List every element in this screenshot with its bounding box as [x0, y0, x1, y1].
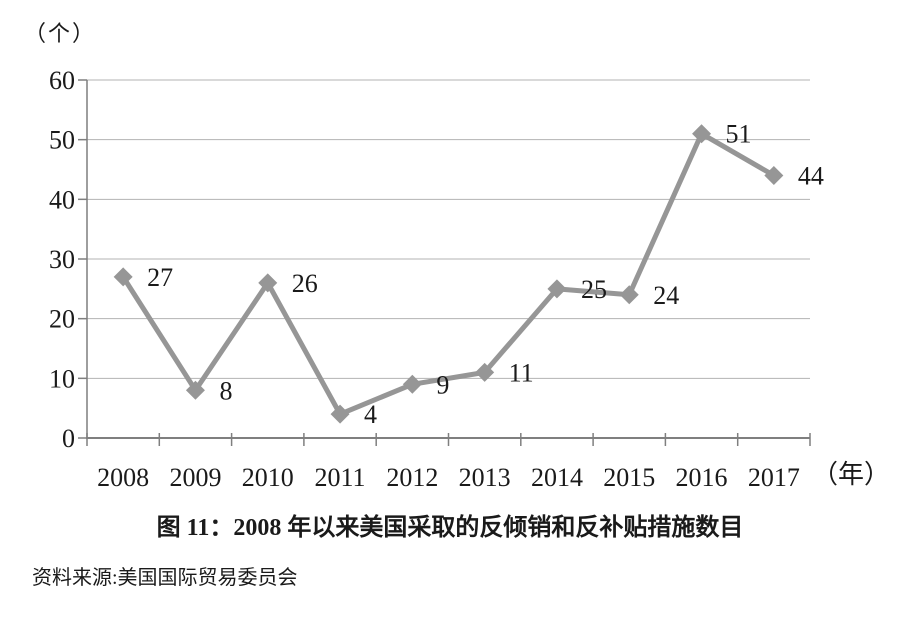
x-tick-label: 2017	[748, 463, 800, 492]
chart-source: 资料来源:美国国际贸易委员会	[32, 567, 298, 589]
x-tick-label: 2014	[531, 463, 583, 492]
x-tick-label: 2012	[386, 463, 438, 492]
data-point-label: 27	[147, 263, 173, 292]
data-point-marker	[402, 374, 422, 394]
x-tick-label: 2016	[676, 463, 728, 492]
y-tick-label: 0	[62, 424, 75, 453]
x-tick-label: 2009	[169, 463, 221, 492]
y-tick-label: 10	[49, 364, 75, 393]
x-tick-label: 2011	[315, 463, 366, 492]
data-point-label: 9	[436, 370, 449, 399]
data-point-label: 26	[292, 269, 318, 298]
y-axis-unit-label: （个）	[24, 21, 97, 46]
data-point-marker	[113, 267, 133, 287]
data-point-marker	[185, 380, 205, 400]
chart-title: 图 11：2008 年以来美国采取的反倾销和反补贴措施数目	[156, 515, 744, 541]
data-point-marker	[764, 165, 784, 185]
x-tick-label: 2015	[603, 463, 655, 492]
y-tick-label: 30	[49, 245, 75, 274]
y-tick-label: 20	[49, 305, 75, 334]
series-line	[120, 131, 777, 417]
data-point-label: 4	[364, 400, 377, 429]
y-tick-label: 50	[49, 126, 75, 155]
y-tick-label: 60	[49, 66, 75, 95]
data-point-label: 44	[798, 161, 824, 190]
data-point-label: 11	[509, 358, 534, 387]
x-tick-label: 2008	[97, 463, 149, 492]
data-point-marker	[475, 362, 495, 382]
chart-area: 0 10 20 30 40 50 60 27 8 26 4 9 11 25 24 51 44 2008 2009 20…	[49, 66, 890, 492]
y-tick-label: 40	[49, 185, 75, 214]
data-point-marker	[547, 279, 567, 299]
data-point-label: 51	[726, 120, 752, 149]
data-point-marker	[258, 273, 278, 293]
data-point-marker	[330, 404, 350, 424]
data-point-marker	[619, 285, 639, 305]
data-point-marker	[692, 124, 712, 144]
data-point-label: 8	[219, 376, 232, 405]
data-point-label: 24	[653, 281, 679, 310]
data-point-label: 25	[581, 275, 607, 304]
x-tick-label: 2010	[242, 463, 294, 492]
x-tick-label: 2013	[459, 463, 511, 492]
x-axis-unit-label: （年）	[812, 460, 890, 489]
